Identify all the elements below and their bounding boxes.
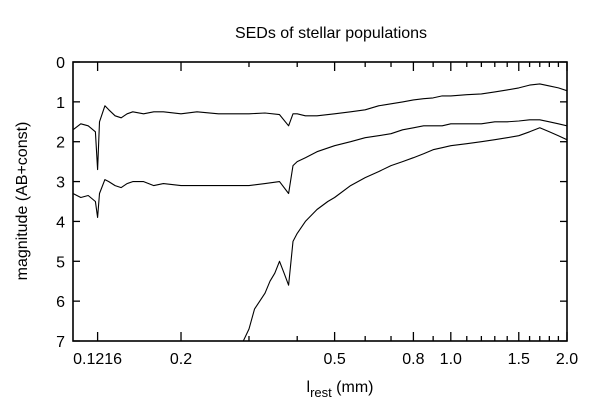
x-axis-title-sub: rest xyxy=(310,385,332,400)
y-tick-label: 7 xyxy=(56,334,65,351)
spectra-group xyxy=(73,83,567,341)
y-tick-label: 4 xyxy=(56,214,65,231)
chart-title: SEDs of stellar populations xyxy=(235,25,427,42)
x-tick-label: 1.0 xyxy=(440,351,462,368)
plot-frame xyxy=(72,61,568,342)
x-tick-label: 0.1216 xyxy=(73,351,122,368)
y-tick-label: 5 xyxy=(56,254,65,271)
y-tick-label: 0 xyxy=(56,55,65,72)
x-tick-label: 0.2 xyxy=(170,351,192,368)
x-tick-label: 0.5 xyxy=(323,351,345,368)
x-tick-label: 0.8 xyxy=(402,351,424,368)
y-axis-title: magnitude (AB+const) xyxy=(14,122,31,281)
sed-series-3 xyxy=(242,127,567,341)
x-axis-title-main: l xyxy=(307,379,311,396)
y-tick-label: 1 xyxy=(56,95,65,112)
x-tick-label: 1.5 xyxy=(508,351,530,368)
y-tick-label: 3 xyxy=(56,175,65,192)
sed-series-2 xyxy=(73,119,567,218)
x-tick-label: 2.0 xyxy=(556,351,578,368)
y-tick-label: 2 xyxy=(56,135,65,152)
x-axis-title: lrest (mm) xyxy=(307,379,374,400)
y-axis: 0 1 2 3 4 5 6 7 xyxy=(56,55,567,351)
y-tick-label: 6 xyxy=(56,294,65,311)
x-axis-title-unit: (mm) xyxy=(332,379,374,396)
sed-series-1 xyxy=(73,83,567,171)
x-axis: 0.1216 0.2 0.5 0.8 1.0 1.5 2.0 xyxy=(73,62,578,368)
